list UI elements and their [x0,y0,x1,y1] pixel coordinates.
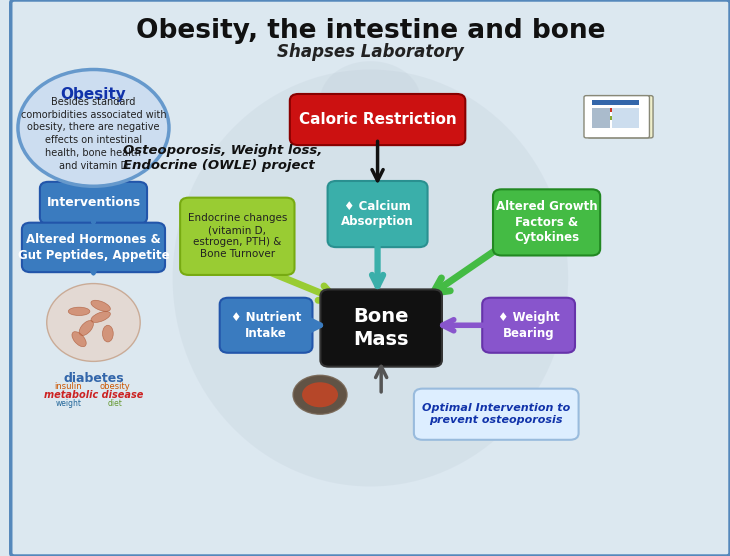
Ellipse shape [302,383,338,407]
Text: Obesity, the intestine and bone: Obesity, the intestine and bone [136,18,605,43]
Ellipse shape [91,311,110,322]
Ellipse shape [91,300,110,311]
Text: Endocrine changes
(vitamin D,
estrogen, PTH) &
Bone Turnover: Endocrine changes (vitamin D, estrogen, … [188,214,287,259]
FancyBboxPatch shape [584,96,650,138]
FancyBboxPatch shape [40,182,147,224]
Text: obesity: obesity [100,382,131,391]
FancyBboxPatch shape [483,298,575,353]
FancyBboxPatch shape [592,100,639,105]
FancyBboxPatch shape [592,116,639,120]
FancyBboxPatch shape [328,181,428,247]
FancyBboxPatch shape [180,198,294,275]
Text: Interventions: Interventions [47,196,141,210]
Text: insulin: insulin [55,382,82,391]
Text: Altered Hormones &
Gut Peptides, Appetite: Altered Hormones & Gut Peptides, Appetit… [18,233,169,262]
Circle shape [320,61,420,139]
Ellipse shape [79,320,93,336]
Ellipse shape [102,325,113,342]
Text: diet: diet [107,399,123,408]
Text: Shapses Laboratory: Shapses Laboratory [277,43,464,61]
Text: Obesity: Obesity [61,87,126,102]
FancyBboxPatch shape [592,108,610,128]
FancyBboxPatch shape [22,223,165,272]
FancyBboxPatch shape [290,94,465,145]
Text: diabetes: diabetes [64,371,124,385]
Circle shape [18,70,169,186]
Text: Optimal Intervention to
prevent osteoporosis: Optimal Intervention to prevent osteopor… [422,403,570,425]
FancyBboxPatch shape [220,298,312,353]
Text: Bone
Mass: Bone Mass [353,307,409,349]
Text: Besides standard
comorbidities associated with
obesity, there are negative
effec: Besides standard comorbidities associate… [20,97,166,171]
Ellipse shape [172,70,568,486]
Ellipse shape [72,331,86,347]
Text: Altered Growth
Factors &
Cytokines: Altered Growth Factors & Cytokines [496,200,597,245]
Ellipse shape [47,284,140,361]
Text: metabolic disease: metabolic disease [44,390,143,400]
Text: ♦ Nutrient
Intake: ♦ Nutrient Intake [231,311,301,340]
FancyBboxPatch shape [612,108,639,128]
Ellipse shape [69,307,90,316]
FancyBboxPatch shape [320,290,442,367]
Ellipse shape [293,375,347,414]
Text: ♦ Weight
Bearing: ♦ Weight Bearing [498,311,559,340]
FancyBboxPatch shape [493,190,600,256]
FancyBboxPatch shape [592,108,639,112]
FancyBboxPatch shape [588,96,653,138]
Text: Osteoporosis, Weight loss,
Endocrine (OWLE) project: Osteoporosis, Weight loss, Endocrine (OW… [123,145,323,172]
Text: ♦ Calcium
Absorption: ♦ Calcium Absorption [341,200,414,229]
Text: Caloric Restriction: Caloric Restriction [299,112,456,127]
Text: weight: weight [55,399,81,408]
FancyBboxPatch shape [414,389,579,440]
